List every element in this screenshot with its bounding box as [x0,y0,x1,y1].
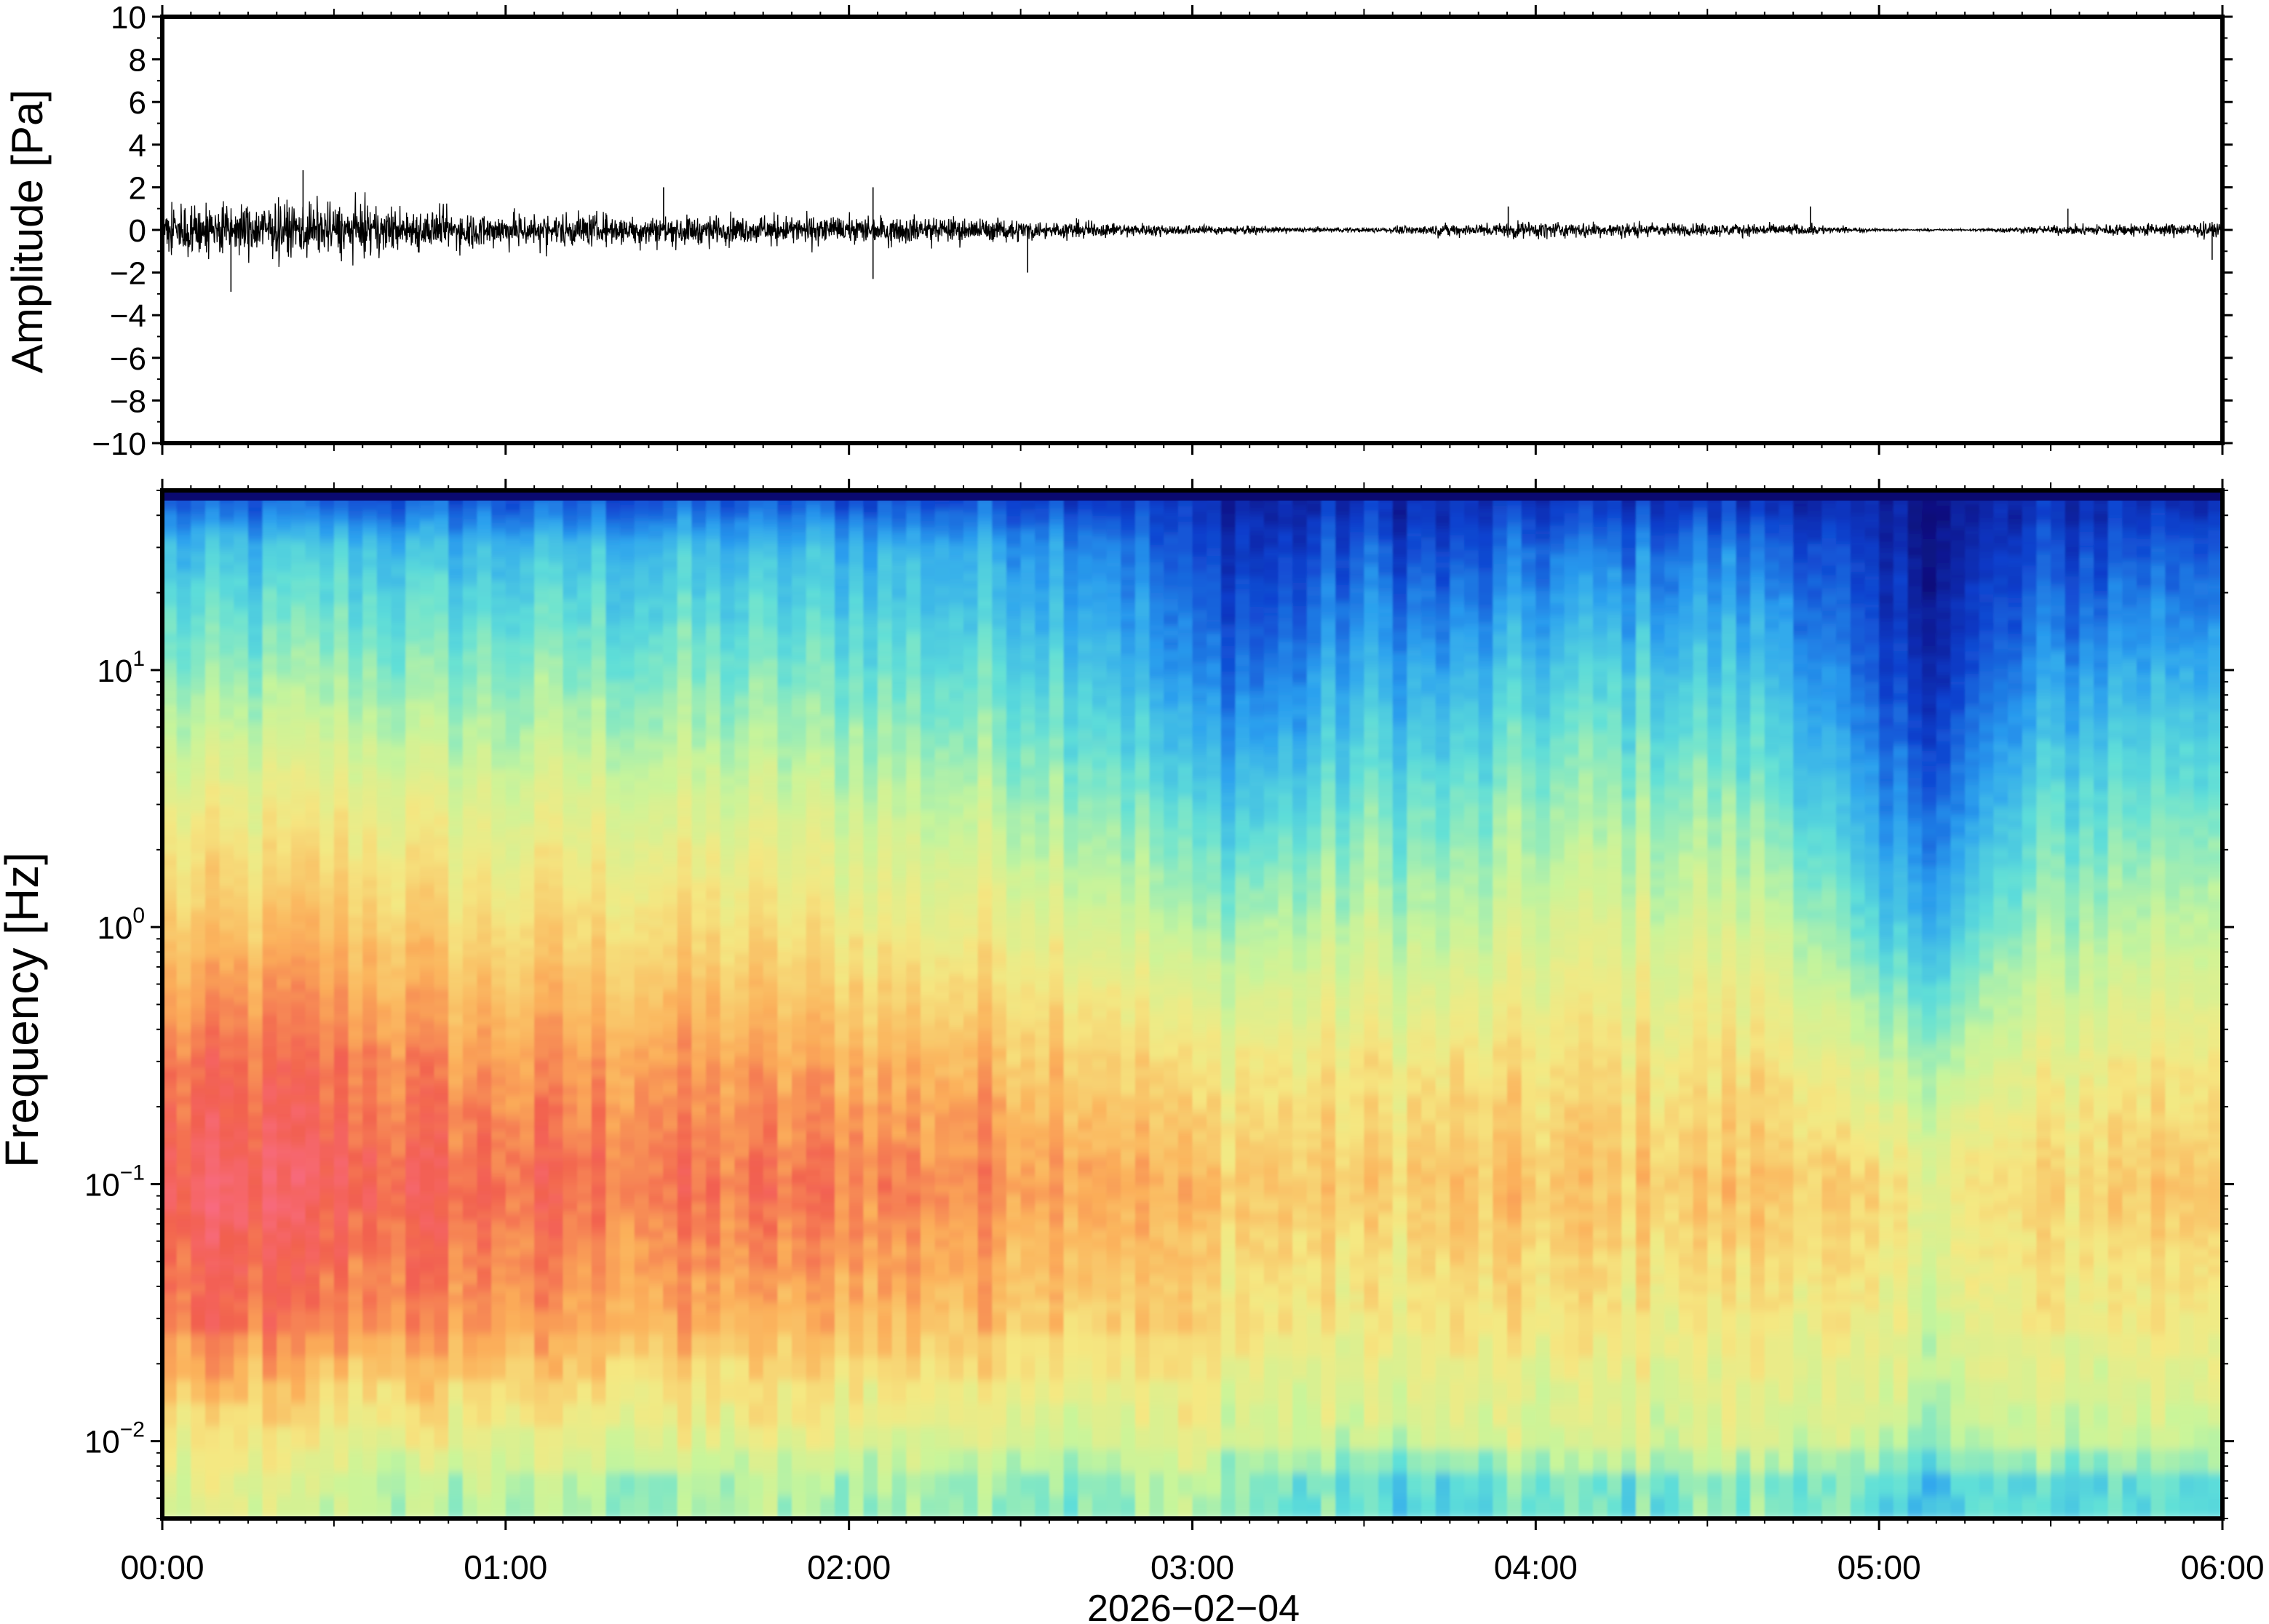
tick-exponent: 1 [132,647,145,671]
x-tick-label: 04:00 [1494,1548,1578,1586]
spectrogram-y-tick-label: 100 [97,904,145,946]
spectrogram-image [162,490,2222,1518]
waveform-y-tick-label: −2 [110,256,146,292]
x-axis-date-label: 2026−02−04 [1087,1588,1300,1624]
x-tick-label: 01:00 [464,1548,547,1586]
spectrogram-y-tick-label: 101 [97,647,145,689]
waveform-trace [162,170,2222,292]
waveform-y-tick-label: −4 [110,298,146,334]
tick-base: 10 [97,910,132,946]
spectrogram-y-tick-label: 10−1 [84,1161,145,1203]
waveform-y-tick-label: −6 [110,341,146,377]
waveform-y-tick-label: 8 [129,43,146,79]
tick-exponent: −1 [120,1161,145,1185]
tick-base: 10 [97,653,132,689]
waveform-y-tick-label: 2 [129,170,146,206]
waveform-y-tick-label: −8 [110,383,146,419]
waveform-x-axis [161,5,2224,455]
waveform-y-tick-label: 4 [129,128,146,164]
x-tick-label: 06:00 [2180,1548,2264,1586]
tick-base: 10 [84,1167,120,1203]
x-tick-label: 02:00 [807,1548,891,1586]
waveform-y-tick-label: 10 [111,0,146,36]
spectrogram-y-axis-label: Frequency [Hz] [0,852,48,1168]
waveform-y-tick-label: 6 [129,85,146,121]
waveform-line [162,192,2222,267]
waveform-y-axis-label: Amplitude [Pa] [3,89,52,373]
tick-exponent: 0 [132,904,145,928]
waveform-y-tick-label: 0 [129,213,146,249]
spectrogram-y-tick-label: 10−2 [84,1418,145,1460]
tick-base: 10 [84,1425,120,1460]
x-tick-label: 05:00 [1837,1548,1921,1586]
nyquist-band [162,490,2222,501]
spectrogram-x-axis: 00:00 01:00 02:00 03:00 04:00 05:00 06:00 [120,479,2265,1586]
x-tick-label: 00:00 [120,1548,204,1586]
spectrogram-cells [162,490,2222,1518]
x-tick-label: 03:00 [1151,1548,1234,1586]
waveform-y-tick-label: −10 [92,426,146,462]
waveform-panel: 10 8 6 4 2 0 −2 −4 −6 −8 −10 Amplitude [Pa] [3,0,2233,462]
tick-exponent: −2 [120,1418,145,1442]
waveform-y-axis: 10 8 6 4 2 0 −2 −4 −6 −8 −10 [92,0,2233,462]
